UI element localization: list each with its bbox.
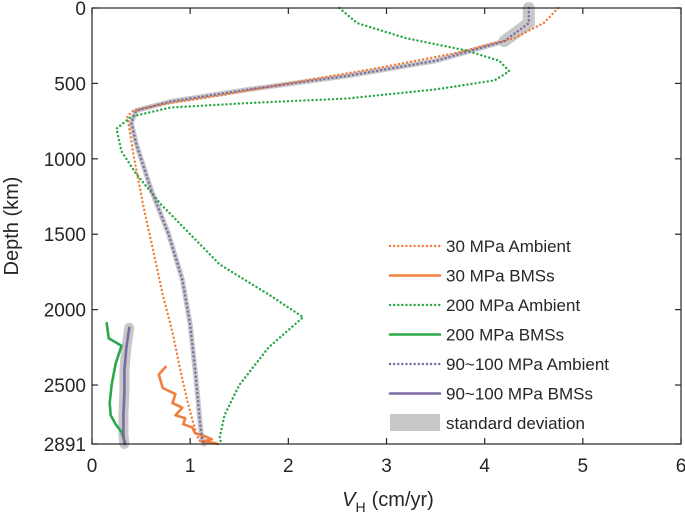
std-dev-band-ambient <box>128 5 532 447</box>
y-tick-label: 2891 <box>44 435 86 456</box>
x-tick-label: 0 <box>87 456 98 477</box>
y-tick-label: 1000 <box>44 150 86 171</box>
x-tick-label: 6 <box>676 456 685 477</box>
plot-frame <box>91 7 682 445</box>
y-axis-title: Depth (km) <box>1 177 23 276</box>
legend-label-30-mpa-ambient: 30 MPa Ambient <box>446 237 571 256</box>
legend-swatch-standard-deviation <box>390 414 440 431</box>
x-tick-label: 3 <box>381 456 392 477</box>
x-tick-label: 5 <box>578 456 589 477</box>
series-line-200-mpa-ambient <box>115 6 511 446</box>
legend-label-200-mpa-bmss: 200 MPa BMSs <box>446 326 564 345</box>
series-line-90-100-mpa-bmss <box>122 326 131 446</box>
y-tick-label: 2000 <box>44 301 86 322</box>
y-tick-label: 1500 <box>44 225 86 246</box>
y-tick-label: 2500 <box>44 376 86 397</box>
legend: 30 MPa Ambient 30 MPa BMSs 200 MPa Ambient… <box>388 237 609 433</box>
series-line-90-100-mpa-ambient <box>130 6 530 446</box>
axes <box>91 7 682 445</box>
legend-label-90-100-mpa-bmss: 90~100 MPa BMSs <box>446 385 593 404</box>
series-line-30-mpa-bmss <box>157 365 219 446</box>
ticks: 0 1 2 3 4 5 6 0 500 1000 1500 2000 2500 2891 <box>44 0 685 477</box>
y-tick-label: 500 <box>54 74 86 95</box>
series-line-30-mpa-ambient <box>126 6 560 446</box>
legend-label-30-mpa-bmss: 30 MPa BMSs <box>446 267 555 286</box>
std-dev-bands <box>118 2 535 449</box>
legend-label-standard-deviation: standard deviation <box>446 414 585 433</box>
series-line-200-mpa-bmss <box>105 321 127 446</box>
legend-label-200-mpa-ambient: 200 MPa Ambient <box>446 296 580 315</box>
x-tick-label: 1 <box>185 456 196 477</box>
x-tick-label: 4 <box>479 456 490 477</box>
y-tick-label: 0 <box>75 0 86 20</box>
x-tick-label: 2 <box>283 456 294 477</box>
series-lines <box>105 6 560 446</box>
x-axis-title: VH (cm/yr) <box>342 489 434 515</box>
legend-label-90-100-mpa-ambient: 90~100 MPa Ambient <box>446 355 609 374</box>
